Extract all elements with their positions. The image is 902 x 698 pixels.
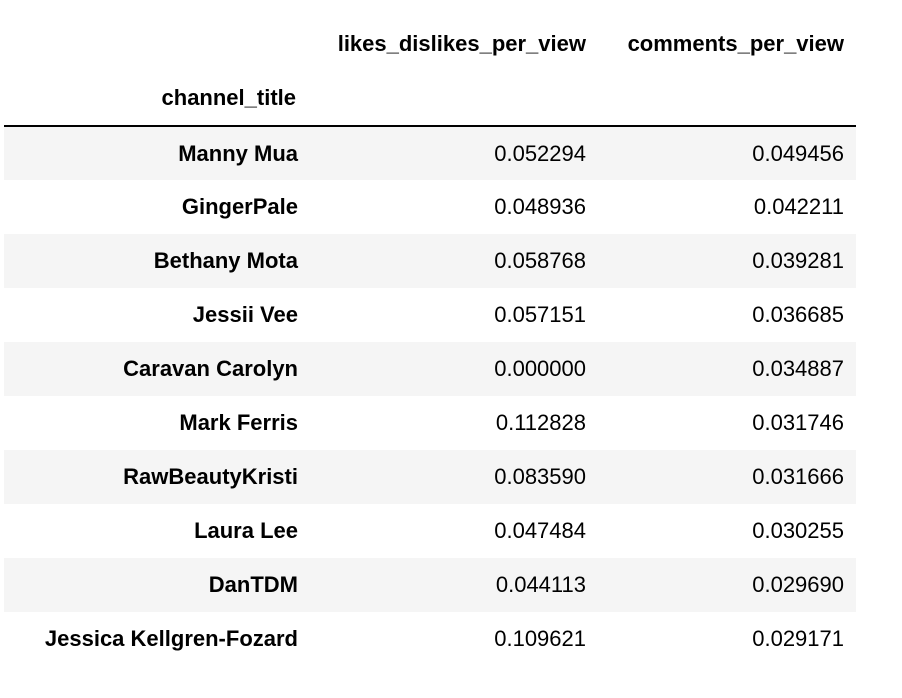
table-row: Bethany Mota 0.058768 0.039281 [4, 234, 856, 288]
column-header-likes-dislikes-per-view: likes_dislikes_per_view [337, 31, 586, 56]
row-index-label: Caravan Carolyn [123, 356, 298, 381]
cell-comments-per-view: 0.031746 [752, 410, 844, 435]
header-blank-cell [4, 17, 308, 71]
column-header-row: likes_dislikes_per_view comments_per_vie… [4, 17, 856, 71]
row-index-label: Mark Ferris [179, 410, 298, 435]
cell-comments-per-view: 0.029690 [752, 572, 844, 597]
cell-comments-per-view: 0.039281 [752, 248, 844, 273]
dataframe-table: likes_dislikes_per_view comments_per_vie… [4, 17, 856, 666]
table-row: DanTDM 0.044113 0.029690 [4, 558, 856, 612]
cell-comments-per-view: 0.030255 [752, 518, 844, 543]
index-row-blank-cell [598, 71, 856, 127]
table-row: GingerPale 0.048936 0.042211 [4, 180, 856, 234]
table-header: likes_dislikes_per_view comments_per_vie… [4, 17, 856, 127]
table-row: Jessica Kellgren-Fozard 0.109621 0.029171 [4, 612, 856, 666]
cell-likes-dislikes-per-view: 0.047484 [494, 518, 586, 543]
cell-likes-dislikes-per-view: 0.109621 [494, 626, 586, 651]
table-row: Laura Lee 0.047484 0.030255 [4, 504, 856, 558]
cell-comments-per-view: 0.029171 [752, 626, 844, 651]
table-row: Jessii Vee 0.057151 0.036685 [4, 288, 856, 342]
cell-likes-dislikes-per-view: 0.057151 [494, 302, 586, 327]
row-index-label: GingerPale [181, 194, 298, 219]
cell-likes-dislikes-per-view: 0.112828 [495, 410, 586, 435]
row-index-label: DanTDM [208, 572, 298, 597]
row-index-label: Manny Mua [178, 140, 298, 166]
table-row: Mark Ferris 0.112828 0.031746 [4, 396, 856, 450]
cell-likes-dislikes-per-view: 0.083590 [494, 464, 586, 489]
row-index-label: Laura Lee [194, 518, 298, 543]
column-header-comments-per-view: comments_per_view [627, 31, 844, 56]
cell-likes-dislikes-per-view: 0.048936 [494, 194, 586, 219]
cell-likes-dislikes-per-view: 0.052294 [494, 140, 586, 166]
index-row-blank-cell [308, 71, 598, 127]
cell-comments-per-view: 0.034887 [752, 356, 844, 381]
table-row: Manny Mua 0.052294 0.049456 [4, 126, 856, 180]
row-index-label: RawBeautyKristi [123, 464, 298, 489]
cell-likes-dislikes-per-view: 0.058768 [494, 248, 586, 273]
cell-comments-per-view: 0.031666 [752, 464, 844, 489]
index-name-row: channel_title [4, 71, 856, 127]
cell-comments-per-view: 0.036685 [752, 302, 844, 327]
dataframe-output: likes_dislikes_per_view comments_per_vie… [4, 17, 856, 666]
cell-likes-dislikes-per-view: 0.044113 [495, 572, 586, 597]
index-name-header: channel_title [4, 71, 308, 127]
cell-comments-per-view: 0.042211 [753, 194, 844, 219]
table-row: Caravan Carolyn 0.000000 0.034887 [4, 342, 856, 396]
row-index-label: Bethany Mota [153, 248, 298, 273]
table-row: RawBeautyKristi 0.083590 0.031666 [4, 450, 856, 504]
cell-comments-per-view: 0.049456 [752, 140, 844, 166]
row-index-label: Jessica Kellgren-Fozard [44, 626, 298, 651]
cell-likes-dislikes-per-view: 0.000000 [494, 356, 586, 381]
row-index-label: Jessii Vee [192, 302, 298, 327]
table-body: Manny Mua 0.052294 0.049456 GingerPale 0.048… [4, 126, 856, 666]
